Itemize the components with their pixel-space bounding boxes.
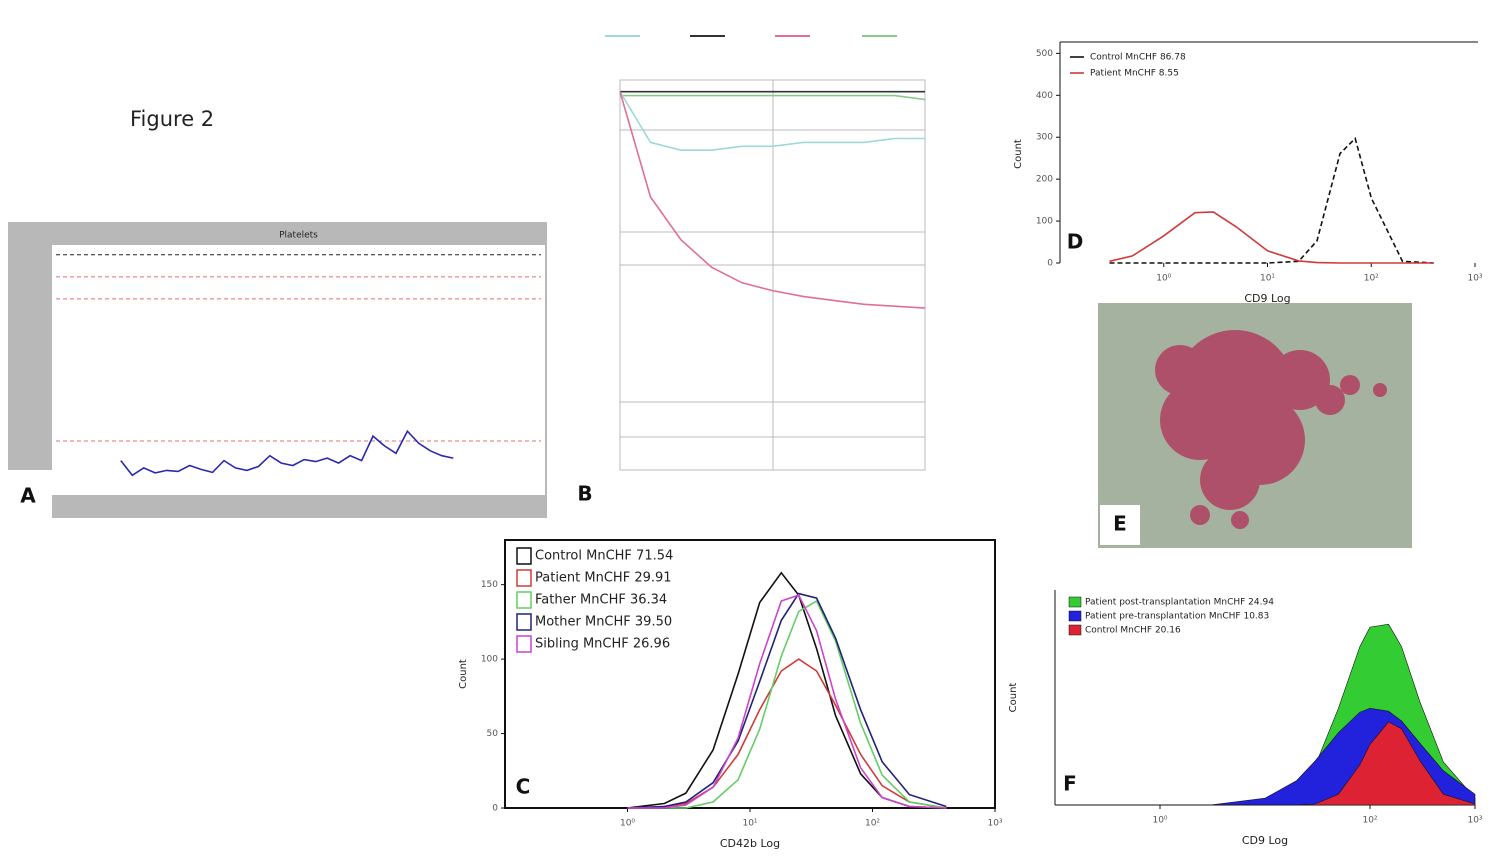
- x-axis-label: CD42b Log: [720, 837, 780, 850]
- panel-label: B: [577, 482, 592, 506]
- series-line: [627, 592, 947, 809]
- series-line: [627, 571, 947, 809]
- series-area: [1160, 721, 1476, 806]
- panel-frame: [1059, 41, 1478, 263]
- x-tick-label: 10³: [1467, 274, 1482, 284]
- legend-swatch: [516, 613, 532, 631]
- legend-label: Control MnCHF 86.78: [1090, 53, 1186, 63]
- x-tick-label: 10³: [1467, 816, 1482, 826]
- series-line: [1109, 136, 1434, 264]
- y-tick-label: 0: [492, 804, 498, 814]
- y-tick-label: 300: [1036, 133, 1053, 143]
- y-tick-label: 100: [1036, 217, 1053, 227]
- x-tick-label: 10²: [865, 819, 880, 829]
- legend-swatch: [1068, 596, 1082, 608]
- panel-frame: [619, 79, 926, 471]
- legend-label: Patient post-transplantation MnCHF 24.94: [1085, 598, 1274, 608]
- y-axis-label: Count: [1008, 683, 1019, 713]
- legend-label: Sibling MnCHF 26.96: [535, 637, 670, 652]
- panel-label: D: [1067, 230, 1084, 254]
- series-line: [620, 94, 926, 101]
- plot-area: [52, 245, 545, 495]
- x-tick-label: 10⁰: [1156, 274, 1171, 284]
- legend-label: Patient pre-transplantation MnCHF 10.83: [1085, 612, 1269, 622]
- series-line: [619, 91, 925, 151]
- series-line: [627, 594, 947, 809]
- y-tick-label: 400: [1036, 91, 1053, 101]
- x-tick-label: 10¹: [1260, 274, 1275, 284]
- legend-label: Mother MnCHF 39.50: [535, 615, 672, 630]
- chart-title: Platelets: [279, 231, 318, 241]
- series-line: [627, 599, 947, 809]
- y-axis-label: Count: [458, 659, 469, 689]
- legend-swatch: [516, 591, 532, 609]
- legend-label: Control MnCHF 20.16: [1085, 626, 1181, 636]
- y-tick-label: 500: [1036, 49, 1053, 59]
- x-tick-label: 10⁰: [1152, 816, 1167, 826]
- y-tick-label: 0: [1047, 259, 1053, 269]
- legend-swatch: [1068, 624, 1082, 636]
- legend-label: Control MnCHF 71.54: [535, 549, 673, 564]
- legend-swatch: [516, 547, 532, 565]
- x-tick-label: 10¹: [742, 819, 757, 829]
- x-axis-label: CD9 Log: [1242, 834, 1288, 847]
- series-line: [1109, 211, 1434, 264]
- panel-label: F: [1063, 772, 1077, 796]
- legend-label: Patient MnCHF 8.55: [1090, 69, 1179, 79]
- x-tick-label: 10³: [987, 819, 1002, 829]
- y-axis-label: Count: [1013, 139, 1024, 169]
- y-tick-label: 150: [481, 580, 498, 590]
- panel-label: A: [20, 484, 36, 508]
- legend-swatch: [516, 635, 532, 653]
- label-box: [8, 470, 52, 518]
- series-line: [627, 658, 947, 809]
- series-line: [120, 429, 454, 477]
- y-tick-label: 200: [1036, 175, 1053, 185]
- figure-title: Figure 2: [130, 107, 214, 131]
- panel-label: C: [516, 775, 531, 799]
- legend-label: Father MnCHF 36.34: [535, 593, 667, 608]
- series-line: [619, 91, 926, 309]
- x-tick-label: 10⁰: [620, 819, 635, 829]
- legend-swatch: [1068, 610, 1082, 622]
- x-tick-label: 10²: [1362, 816, 1377, 826]
- micrograph: E: [1098, 303, 1412, 548]
- legend-swatch: [516, 569, 532, 587]
- panel-label: E: [1113, 512, 1127, 536]
- y-tick-label: 50: [487, 729, 499, 739]
- x-axis-label: CD9 Log: [1244, 292, 1290, 305]
- legend-label: Patient MnCHF 29.91: [535, 571, 672, 586]
- x-tick-label: 10²: [1364, 274, 1379, 284]
- y-tick-label: 100: [481, 655, 498, 665]
